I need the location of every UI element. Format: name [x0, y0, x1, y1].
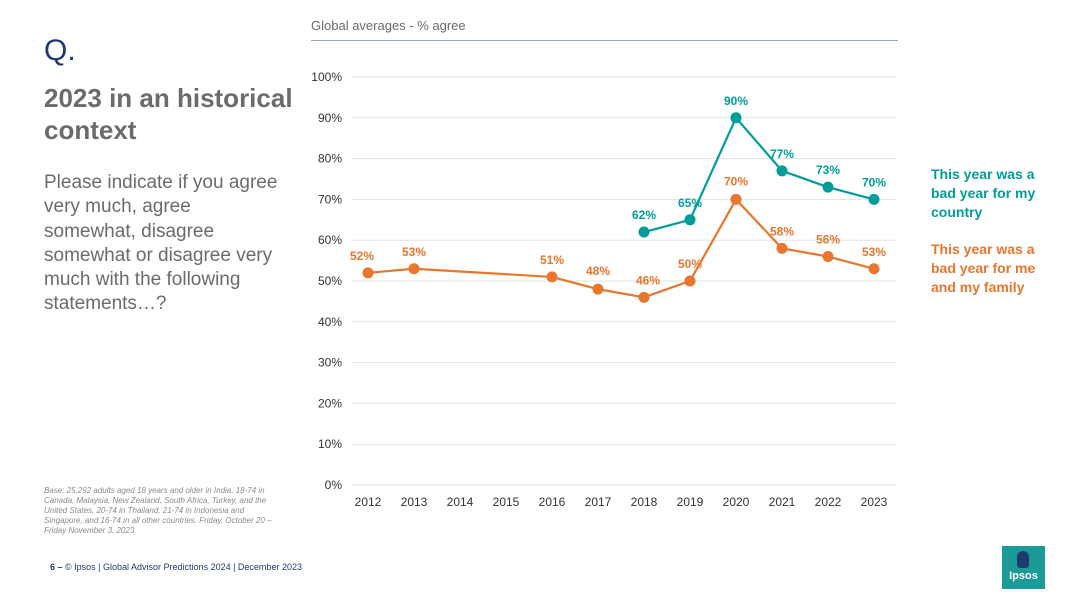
page-number: 6 –: [50, 562, 63, 572]
footer-text: © Ipsos | Global Advisor Predictions 202…: [65, 562, 302, 572]
data-label-country: 70%: [862, 175, 886, 189]
x-tick-label: 2019: [677, 495, 704, 509]
base-note: Base: 25,292 adults aged 18 years and ol…: [44, 486, 272, 535]
series-line-family: [367, 198, 875, 299]
data-point-country: [822, 181, 834, 193]
footer: 6 – © Ipsos | Global Advisor Predictions…: [50, 562, 302, 572]
y-tick-label: 60%: [318, 233, 342, 247]
data-point-country: [868, 193, 880, 205]
x-tick-label: 2012: [355, 495, 382, 509]
x-tick-label: 2018: [631, 495, 658, 509]
ipsos-logo: Ipsos: [1002, 546, 1045, 589]
data-label-country: 73%: [816, 163, 840, 177]
data-point-country: [684, 214, 696, 226]
chart-title: Global averages - % agree: [311, 18, 466, 33]
x-tick-label: 2017: [585, 495, 612, 509]
data-point-country: [730, 112, 742, 124]
x-tick-label: 2022: [815, 495, 842, 509]
y-tick-label: 80%: [318, 152, 342, 166]
data-label-family: 46%: [636, 273, 660, 287]
y-tick-label: 70%: [318, 192, 342, 206]
data-label-country: 62%: [632, 208, 656, 222]
x-tick-label: 2021: [769, 495, 796, 509]
data-label-family: 53%: [862, 245, 886, 259]
y-tick-label: 40%: [318, 315, 342, 329]
y-tick-label: 20%: [318, 396, 342, 410]
legend-family: This year was a bad year for me and my f…: [931, 241, 1036, 295]
data-label-family: 51%: [540, 253, 564, 267]
data-point-country: [776, 165, 788, 177]
y-tick-label: 50%: [318, 274, 342, 288]
x-tick-label: 2013: [401, 495, 428, 509]
data-label-country: 77%: [770, 147, 794, 161]
x-tick-label: 2023: [861, 495, 888, 509]
data-point-family: [408, 263, 420, 275]
data-point-family: [684, 275, 696, 287]
data-label-country: 90%: [724, 94, 748, 108]
data-point-family: [362, 267, 374, 279]
data-label-family: 56%: [816, 233, 840, 247]
data-point-family: [822, 251, 834, 263]
x-tick-label: 2014: [447, 495, 474, 509]
logo-head-icon: [1017, 551, 1029, 568]
y-tick-label: 10%: [318, 437, 342, 451]
logo-text: Ipsos: [1009, 570, 1038, 582]
data-point-family: [776, 242, 788, 254]
legend-country: This year was a bad year for my country: [931, 166, 1036, 220]
data-point-family: [638, 291, 650, 303]
data-point-family: [592, 283, 604, 295]
x-tick-label: 2016: [539, 495, 566, 509]
y-tick-label: 0%: [325, 478, 343, 492]
data-point-country: [638, 226, 650, 238]
data-label-family: 58%: [770, 224, 794, 238]
y-tick-label: 90%: [318, 111, 342, 125]
y-tick-label: 100%: [311, 70, 342, 84]
data-label-family: 53%: [402, 245, 426, 259]
data-label-country: 65%: [678, 196, 702, 210]
question-text: Please indicate if you agree very much, …: [44, 172, 278, 315]
chart-title-rule: [311, 40, 898, 41]
data-point-family: [730, 193, 742, 205]
data-point-family: [868, 263, 880, 275]
data-label-family: 50%: [678, 257, 702, 271]
y-tick-label: 30%: [318, 356, 342, 370]
data-label-family: 48%: [586, 264, 610, 278]
question-marker: Q.: [44, 34, 76, 67]
series-line-country: [643, 116, 875, 234]
slide-title: 2023 in an historical context: [44, 83, 293, 145]
x-tick-label: 2015: [493, 495, 520, 509]
data-point-family: [546, 271, 558, 283]
data-label-family: 70%: [724, 174, 748, 188]
x-tick-label: 2020: [723, 495, 750, 509]
data-label-family: 52%: [350, 249, 374, 263]
